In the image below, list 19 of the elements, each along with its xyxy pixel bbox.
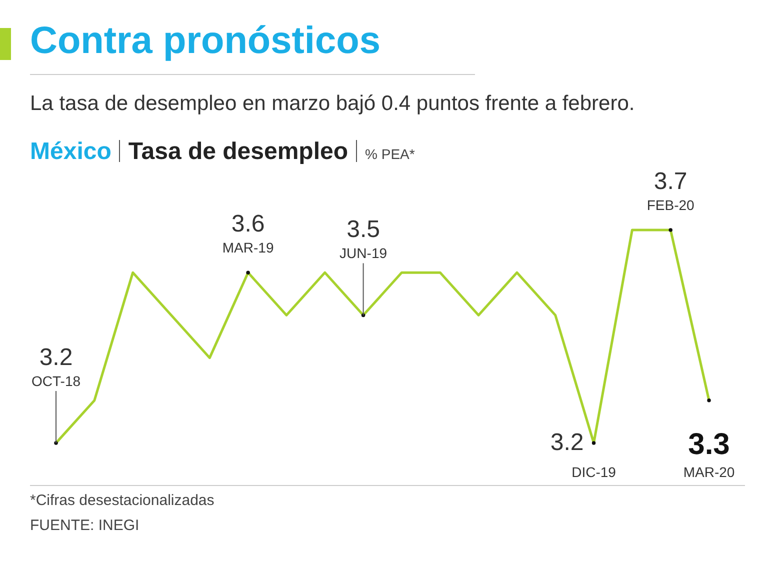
x-tick-label: OCT-18 [31, 373, 81, 389]
x-tick-label: JUN-19 [340, 245, 388, 262]
x-tick-label: FEB-20 [646, 197, 695, 213]
text: México [30, 138, 112, 165]
data-label: 3.2 [550, 429, 584, 456]
data-label: 3.5 [346, 216, 380, 244]
data-label: 3.3 [688, 428, 730, 461]
chart-subtitle: La tasa de desempleo en marzo bajó 0.4 puntos frente a febrero. [30, 92, 635, 116]
text: Tasa de desempleo [128, 138, 348, 165]
x-tick-label: MAR-20 [683, 464, 735, 480]
data-label: 3.6 [231, 210, 265, 238]
data-label: 3.7 [654, 168, 688, 195]
y-axis-title: % PEA* [365, 146, 415, 162]
data-label: 3.2 [39, 344, 73, 371]
chart-title: Contra pronósticos [30, 20, 380, 63]
text: *Cifras desestacionalizadas [30, 492, 214, 509]
x-tick-label: MAR-19 [222, 240, 274, 256]
source-note: FUENTE: INEGI [30, 517, 140, 534]
x-tick-label: DIC-19 [572, 464, 616, 480]
